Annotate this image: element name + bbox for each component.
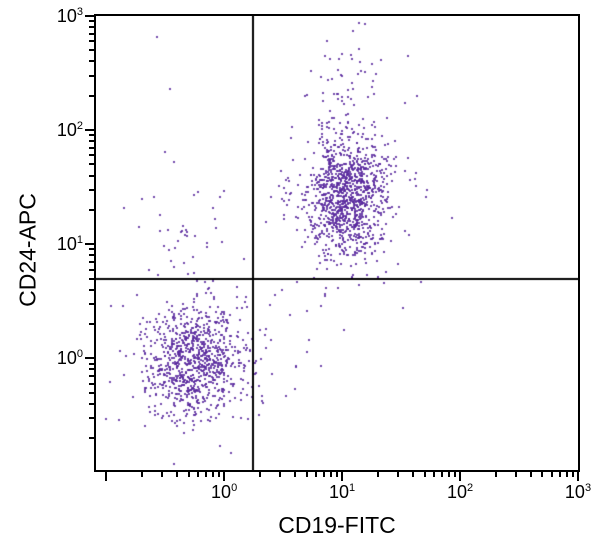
plot-area bbox=[94, 14, 580, 472]
x-axis-minor-tick bbox=[530, 472, 533, 477]
x-axis-minor-tick bbox=[161, 472, 164, 477]
x-axis-major-tick bbox=[341, 472, 344, 481]
x-axis-minor-tick bbox=[440, 472, 443, 477]
x-axis-minor-tick bbox=[432, 472, 435, 477]
y-tick-label: 102 bbox=[56, 120, 83, 141]
x-axis-minor-tick bbox=[397, 472, 400, 477]
x-axis-minor-tick bbox=[294, 472, 297, 477]
x-axis-minor-tick bbox=[494, 472, 497, 477]
x-axis-title: CD19-FITC bbox=[278, 512, 396, 538]
x-axis-minor-tick bbox=[447, 472, 450, 477]
x-axis-minor-tick bbox=[314, 472, 317, 477]
x-axis-minor-tick bbox=[217, 472, 220, 477]
x-axis-minor-tick bbox=[187, 472, 190, 477]
x-axis-minor-tick bbox=[279, 472, 282, 477]
y-tick-label: 100 bbox=[56, 348, 83, 369]
x-axis-minor-tick bbox=[412, 472, 415, 477]
x-tick-label: 101 bbox=[329, 482, 356, 502]
x-axis-minor-tick bbox=[515, 472, 518, 477]
x-axis-minor-tick bbox=[305, 472, 308, 477]
scatter-canvas bbox=[96, 16, 578, 470]
x-tick-label: 100 bbox=[211, 482, 238, 502]
x-axis-minor-tick bbox=[322, 472, 325, 477]
y-axis-major-tick bbox=[85, 357, 94, 360]
x-axis-minor-tick bbox=[376, 472, 379, 477]
x-axis-minor-tick bbox=[565, 472, 568, 477]
x-axis-minor-tick bbox=[423, 472, 426, 477]
x-axis-major-tick bbox=[223, 472, 226, 481]
x-axis-major-tick bbox=[459, 472, 462, 481]
y-axis-major-tick bbox=[85, 15, 94, 17]
x-axis-major-tick bbox=[577, 472, 579, 481]
x-axis-minor-tick bbox=[453, 472, 456, 477]
x-axis-major-tick bbox=[105, 472, 108, 481]
x-axis-minor-tick bbox=[140, 472, 143, 477]
x-axis-minor-tick bbox=[550, 472, 553, 477]
x-axis-minor-tick bbox=[541, 472, 544, 477]
y-axis-major-tick bbox=[85, 129, 94, 132]
x-axis-minor-tick bbox=[571, 472, 574, 477]
x-tick-label: 102 bbox=[446, 482, 474, 502]
y-axis-title: CD24-APC bbox=[14, 193, 41, 307]
x-axis-minor-tick bbox=[335, 472, 338, 477]
y-tick-label: 103 bbox=[56, 6, 83, 26]
x-axis-minor-tick bbox=[211, 472, 214, 477]
x-axis-minor-tick bbox=[258, 472, 261, 477]
x-axis-minor-tick bbox=[196, 472, 199, 477]
x-axis-minor-tick bbox=[558, 472, 561, 477]
y-axis-major-tick bbox=[85, 243, 94, 246]
x-axis-minor-tick bbox=[329, 472, 332, 477]
x-tick-label: 103 bbox=[564, 482, 592, 502]
x-axis-minor-tick bbox=[204, 472, 207, 477]
x-axis-minor-tick bbox=[176, 472, 179, 477]
